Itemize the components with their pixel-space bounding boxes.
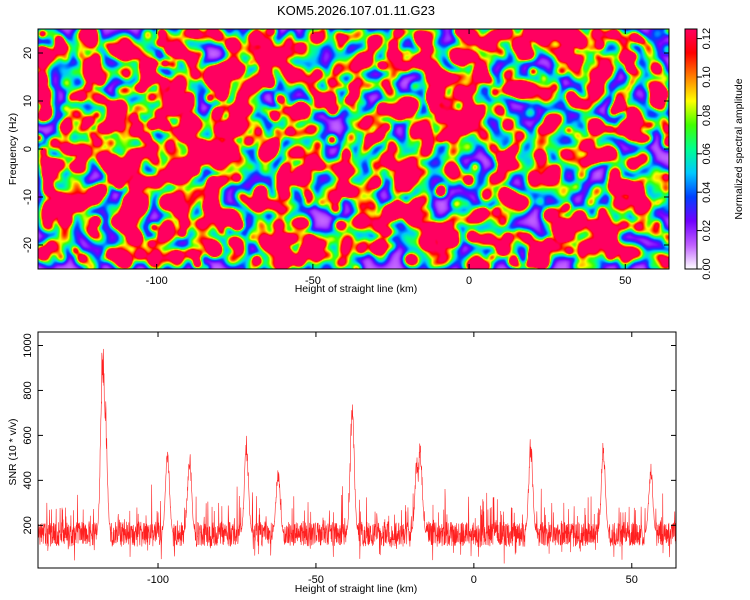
- spectrogram-x-tick-label: 50: [619, 275, 631, 287]
- spectrogram-x-label: Height of straight line (km): [295, 283, 418, 295]
- snr-x-tick-label: -50: [308, 574, 324, 586]
- spectrogram-y-tick-label: -10: [22, 189, 34, 205]
- colorbar-label: Normalized spectral amplitude: [733, 78, 745, 219]
- spectrogram-y-tick-label: 20: [22, 47, 34, 59]
- snr-x-tick-label: -100: [147, 574, 169, 586]
- colorbar-tick-label: 0.02: [701, 220, 713, 241]
- snr-y-tick-label: 1000: [22, 333, 34, 357]
- spectrogram-x-tick-label: -50: [305, 275, 321, 287]
- snr-frame: [37, 331, 677, 569]
- snr-x-tick-label: 0: [471, 574, 477, 586]
- colorbar-tick-label: 0.10: [701, 66, 713, 87]
- snr-panel: -100 -50 0 50 200 400 600 800 1000 Height of str…: [7, 331, 677, 595]
- colorbar-tick-label: 0.12: [701, 28, 713, 49]
- spectrogram-y-tick-label: 10: [22, 95, 34, 107]
- spectrogram-heatmap: [38, 29, 669, 269]
- colorbar-bar: [684, 28, 698, 270]
- snr-ticks: -100 -50 0 50 200 400 600 800 1000: [22, 332, 676, 586]
- colorbar-tick-label: 0.00: [701, 258, 713, 279]
- chart-title: KOM5.2026.107.01.11.G23: [277, 3, 435, 18]
- snr-y-tick-label: 800: [22, 381, 34, 399]
- spectrogram-y-label: Frequency (Hz): [7, 113, 19, 185]
- snr-x-tick-label: 50: [626, 574, 638, 586]
- snr-y-tick-label: 400: [22, 471, 34, 489]
- spectrogram-x-tick-label: -100: [146, 275, 168, 287]
- spectrogram-y-tick-label: -20: [22, 237, 34, 253]
- snr-y-tick-label: 200: [22, 516, 34, 534]
- colorbar: 0.00 0.02 0.04 0.06 0.08 0.10 0.12 Normalized …: [684, 28, 745, 280]
- spectrogram-y-tick-label: 0: [22, 146, 34, 152]
- snr-y-label: SNR (10 * v/v): [7, 418, 19, 485]
- colorbar-ticks: 0.00 0.02 0.04 0.06 0.08 0.10 0.12: [697, 28, 713, 280]
- colorbar-tick-label: 0.08: [701, 105, 713, 126]
- snr-y-tick-label: 600: [22, 426, 34, 444]
- colorbar-tick-label: 0.04: [701, 181, 713, 202]
- colorbar-tick-label: 0.06: [701, 143, 713, 164]
- spectrogram-image-holder: [38, 29, 669, 269]
- snr-series-line: [38, 348, 676, 564]
- spectrogram-x-tick-label: 0: [466, 275, 472, 287]
- snr-x-label: Height of straight line (km): [295, 583, 418, 595]
